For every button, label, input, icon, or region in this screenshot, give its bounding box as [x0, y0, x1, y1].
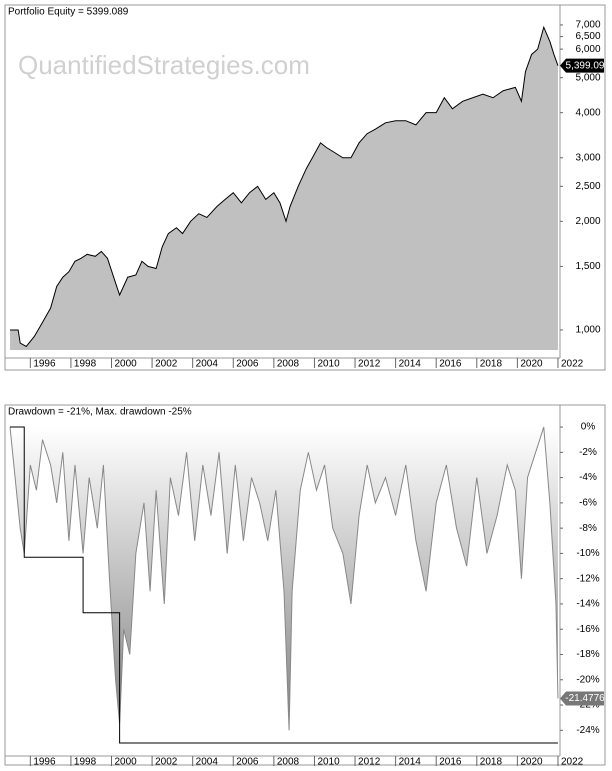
y-tick-label: -6%	[579, 498, 597, 509]
y-tick-label: 0%	[581, 422, 596, 433]
x-tick-label: 2020	[520, 757, 543, 768]
x-tick-label: 2012	[358, 359, 381, 370]
y-tick-label: 6,500	[575, 31, 600, 42]
y-tick-label: -18%	[576, 649, 599, 660]
y-tick-label: 4,000	[575, 107, 600, 118]
x-tick-label: 2016	[439, 757, 462, 768]
x-tick-label: 2012	[358, 757, 381, 768]
x-tick-label: 2020	[520, 359, 543, 370]
x-tick-label: 2018	[480, 757, 503, 768]
x-tick-label: 2010	[317, 757, 340, 768]
y-tick-label: -14%	[576, 599, 599, 610]
y-tick-label: 5,000	[575, 72, 600, 83]
x-tick-label: 1996	[33, 359, 56, 370]
x-tick-label: 2014	[399, 359, 422, 370]
area	[10, 27, 558, 351]
watermark: QuantifiedStrategies.com	[18, 50, 310, 80]
y-tick-label: -24%	[576, 725, 599, 736]
x-tick-label: 1998	[74, 359, 97, 370]
x-tick-label: 2018	[480, 359, 503, 370]
last-value-label: -21.4776	[565, 693, 605, 704]
x-tick-label: 2016	[439, 359, 462, 370]
x-tick-label: 2008	[277, 359, 300, 370]
y-tick-label: -10%	[576, 548, 599, 559]
x-tick-label: 2010	[317, 359, 340, 370]
chart-title: Portfolio Equity = 5399.089	[8, 7, 129, 18]
max-drawdown-line	[10, 426, 558, 744]
x-tick-label: 2006	[236, 359, 259, 370]
y-tick-label: -4%	[579, 472, 597, 483]
x-tick-label: 1998	[74, 757, 97, 768]
x-tick-label: 2014	[399, 757, 422, 768]
y-tick-label: -12%	[576, 573, 599, 584]
y-tick-label: -8%	[579, 523, 597, 534]
y-tick-label: -16%	[576, 624, 599, 635]
x-tick-label: 2002	[155, 757, 178, 768]
x-tick-label: 2022	[561, 359, 584, 370]
y-tick-label: -20%	[576, 674, 599, 685]
y-tick-label: 2,500	[575, 181, 600, 192]
y-tick-label: -2%	[579, 447, 597, 458]
last-value-label: 5,399.09	[566, 60, 605, 71]
x-tick-label: 2002	[155, 359, 178, 370]
line	[10, 25, 559, 348]
y-tick-label: 1,000	[575, 325, 600, 336]
area	[10, 427, 558, 731]
x-tick-label: 2006	[236, 757, 259, 768]
y-tick-label: 7,000	[575, 20, 600, 31]
x-tick-label: 2022	[561, 757, 584, 768]
x-tick-label: 2008	[277, 757, 300, 768]
last-value-badge	[560, 691, 604, 706]
y-tick-label: 3,000	[575, 152, 600, 163]
x-tick-label: 2004	[196, 359, 219, 370]
line	[9, 426, 559, 731]
x-tick-label: 2004	[196, 757, 219, 768]
x-tick-label: 2000	[115, 757, 138, 768]
y-tick-label: 6,000	[575, 44, 600, 55]
chart-title: Drawdown = -21%, Max. drawdown -25%	[8, 407, 192, 418]
x-tick-label: 1996	[33, 757, 56, 768]
last-value-badge	[560, 58, 604, 73]
x-tick-label: 2000	[115, 359, 138, 370]
y-tick-label: 1,500	[575, 261, 600, 272]
y-tick-label: 2,000	[575, 216, 600, 227]
